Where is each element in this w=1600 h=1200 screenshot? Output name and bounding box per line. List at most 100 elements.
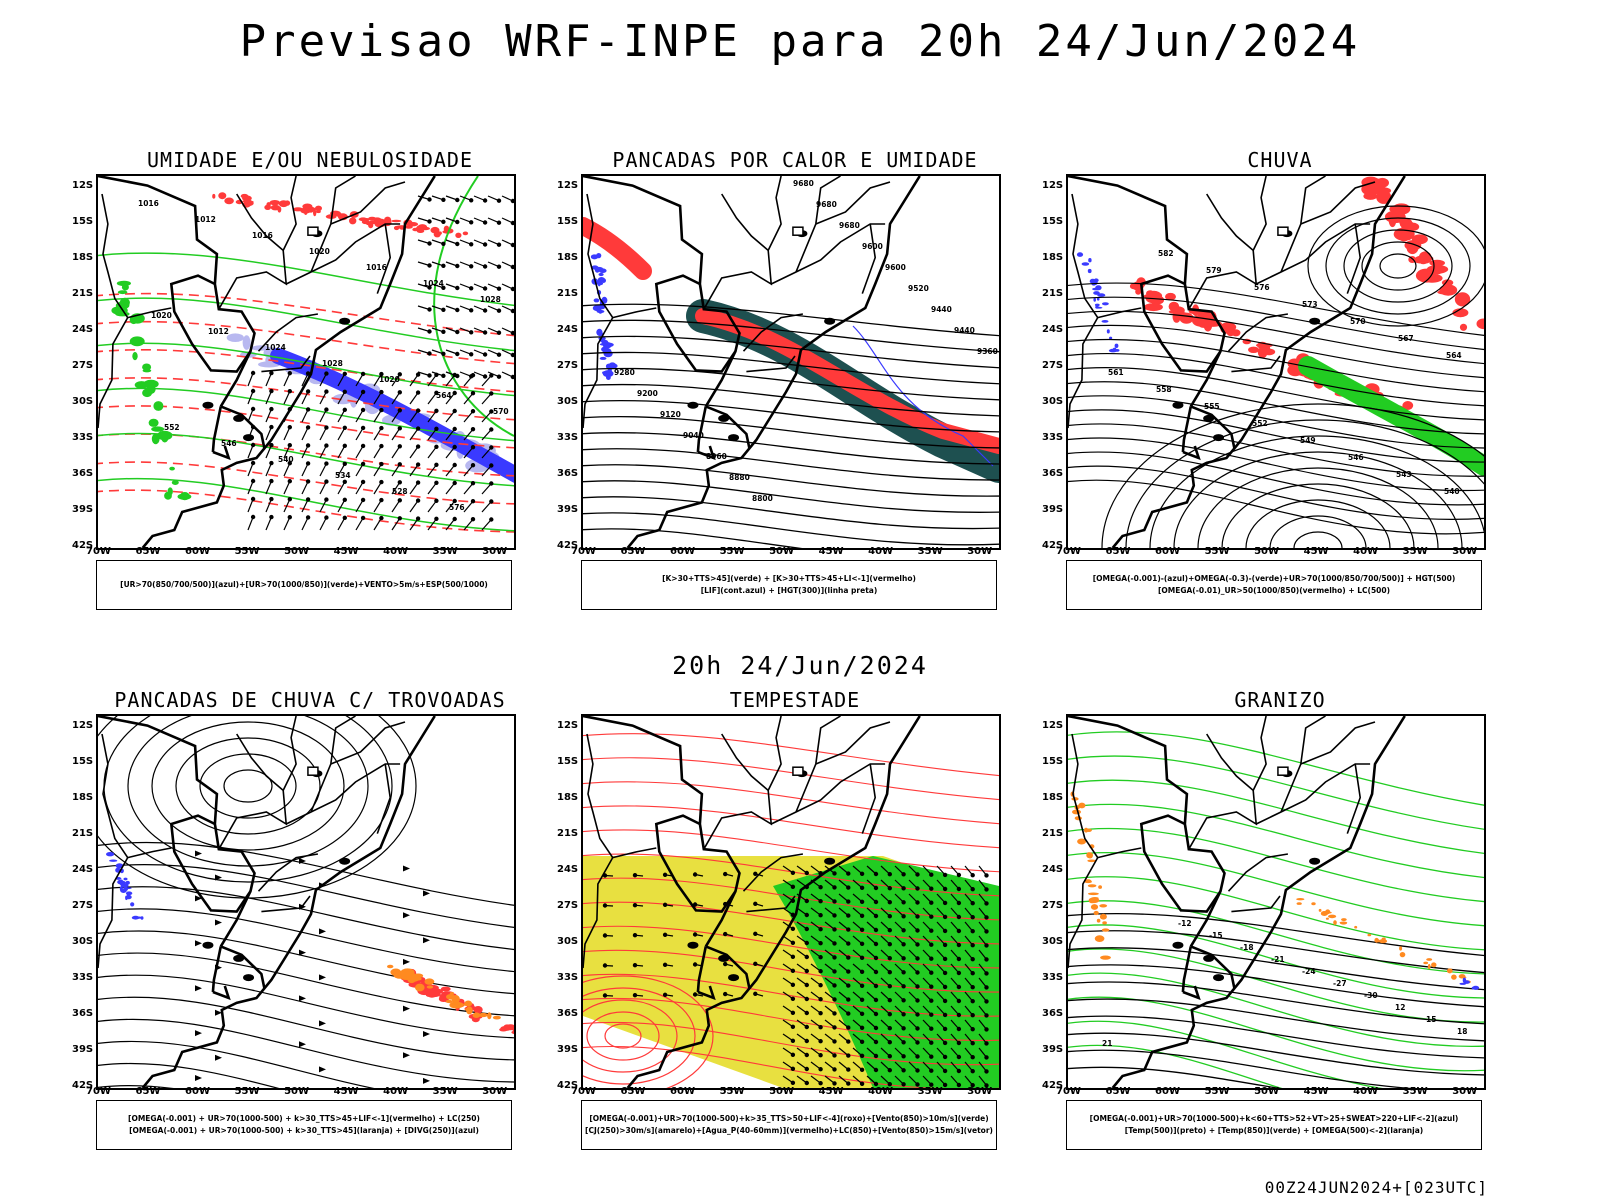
wind-vector-head [846, 871, 851, 876]
lifted-index-contours-cell [598, 268, 607, 273]
arrowhead [423, 1030, 430, 1037]
arrowhead [423, 937, 430, 944]
lon-tick-label: 50W [1254, 1086, 1280, 1097]
humidity-green-scatter-cell [134, 381, 149, 389]
state-border [1300, 721, 1376, 765]
wind-vector-head [470, 463, 476, 468]
contour-label: 1012 [208, 327, 229, 336]
wind-vector-head [970, 1083, 975, 1088]
hgt500-contours-line [1068, 423, 1484, 477]
wind-vector [481, 375, 492, 387]
wind-vector-head [469, 220, 474, 225]
wind-vector [445, 464, 456, 477]
lc850-red-lines-line [583, 733, 999, 777]
wind-vector [283, 462, 291, 477]
wind850-vectors [782, 865, 989, 1088]
wind-vector [355, 373, 364, 387]
streamlines-250-line [98, 930, 514, 995]
wind-vector [409, 428, 419, 441]
wind-vector-head [901, 928, 906, 933]
coastline [626, 716, 921, 1088]
wind-vector-head [662, 992, 668, 997]
wind-vector [427, 374, 437, 387]
trovoada-orange-cell [424, 978, 435, 985]
wind-vector-head [722, 991, 728, 997]
wind-vector-head [452, 444, 457, 450]
wind-vector-head [692, 992, 698, 997]
streamline-anticyclone-ring [151, 721, 345, 851]
state-border [98, 857, 129, 969]
arrowhead [403, 1005, 410, 1012]
wind-vector-head [956, 928, 962, 934]
lon-tick-label: 35W [1402, 1086, 1428, 1097]
lat-tick-label: 27S [557, 360, 579, 371]
wind-vector-head [397, 408, 402, 413]
lat-tick-label: 30S [557, 396, 579, 407]
wind-vector-head [818, 1081, 823, 1086]
arrowhead [215, 919, 222, 926]
wind-vector-head [489, 499, 494, 504]
omega-blue-cell [1095, 305, 1099, 309]
streamlines-250-line [98, 1040, 375, 1088]
wind-vector-head [818, 954, 823, 960]
wind-vector-head [482, 308, 488, 313]
wind-vector-head [790, 968, 796, 973]
lat-tick-label: 21S [557, 288, 579, 299]
wind-vector-head [470, 445, 476, 450]
wind-vector [409, 464, 419, 477]
wind-vector-head [324, 497, 329, 502]
hgt500-trough-ring [1149, 435, 1484, 548]
wind-vector [337, 373, 346, 387]
state-border [1190, 945, 1236, 989]
wind-vector-head [379, 497, 384, 503]
state-border [583, 857, 614, 969]
lat-tick-label: 30S [1042, 936, 1064, 947]
panel-title: PANCADAS DE CHUVA C/ TROVOADAS [114, 688, 506, 712]
wind-vector [247, 444, 254, 459]
wind-vector-head [324, 443, 329, 448]
hgt300-contours-line [583, 399, 999, 433]
wind-vector [355, 517, 364, 531]
lat-tick-label: 39S [72, 1044, 94, 1055]
federal-district [792, 766, 804, 776]
lat-tick-label: 24S [1042, 864, 1064, 875]
wind-vector [301, 427, 309, 441]
omega500-orange [1070, 791, 1111, 960]
omega-blue-cell [1094, 303, 1100, 307]
contour-label: -12 [1178, 919, 1192, 928]
wind-vector [373, 499, 382, 513]
federal-district [1277, 226, 1289, 236]
state-border [703, 193, 773, 310]
hgt300-contours-line [583, 464, 999, 497]
wind-vector [247, 462, 254, 477]
lon-tick-label: 55W [234, 546, 260, 557]
humidity-green-scatter-cell [153, 401, 164, 411]
wind-vector-head [901, 1026, 906, 1031]
wind-vector [265, 480, 272, 495]
wind-vector [445, 446, 456, 459]
lat-tick-label: 33S [72, 972, 94, 983]
wind-vector-head [790, 982, 796, 987]
wind-vector-head [915, 1054, 920, 1059]
legend-line-1: [OMEGA(-0.001)+UR>70(1000-500)+k<60+TTS>… [1089, 1114, 1459, 1123]
omega500-orange-cell [1325, 917, 1329, 920]
contour-label: -15 [1209, 931, 1223, 940]
wind-vector-head [753, 931, 758, 936]
wind-vector [301, 481, 309, 495]
wind-vector-head [846, 927, 851, 932]
wind-vector-head [804, 898, 809, 904]
wind-vector-head [441, 307, 446, 312]
wind-vector-head [818, 912, 823, 918]
trovoada-orange-cell [426, 985, 434, 989]
legend-line-1: [UR>70(850/700/500)](azul)+[UR>70(1000/8… [120, 580, 488, 589]
streamlines-250-line [98, 1062, 280, 1088]
wind-vector-head [887, 955, 892, 961]
lat-tick-label: 12S [1042, 180, 1064, 191]
wind-vector-head [379, 425, 384, 431]
omega-blue [1076, 252, 1120, 353]
contour-label: 567 [1398, 334, 1414, 343]
wind-vector-head [818, 1025, 823, 1030]
wind-vector-head [832, 1067, 837, 1072]
omega500-orange-cell [1084, 879, 1092, 883]
trovoada-orange-cell [492, 1015, 501, 1020]
